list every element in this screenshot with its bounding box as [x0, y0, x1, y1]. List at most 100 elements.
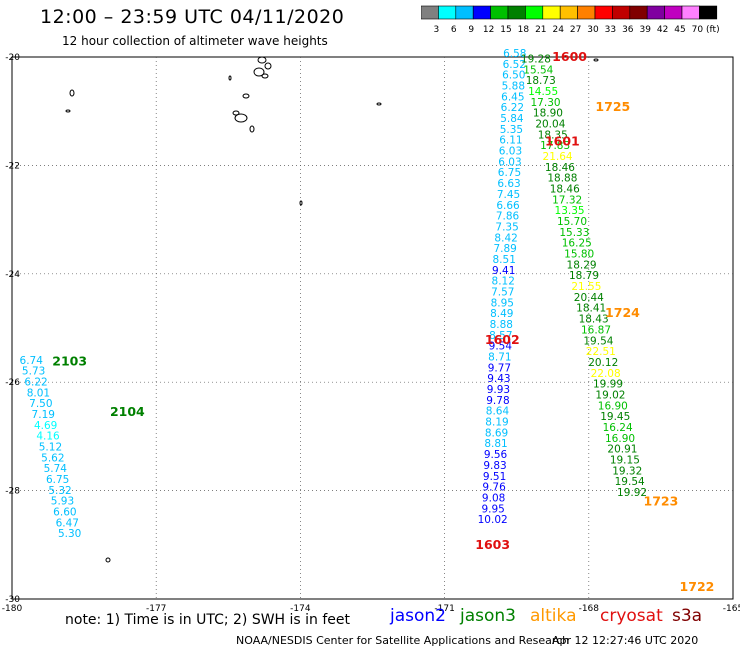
track-1: 6.745.736.228.017.507.194.694.165.125.62… [20, 354, 146, 541]
island-outline [299, 200, 303, 206]
wave-height-value: 15.70 [557, 216, 587, 228]
lat-tick-label: -22 [5, 161, 20, 171]
wave-height-value: 9.95 [481, 503, 504, 515]
island-outline [105, 557, 111, 563]
wave-height-value: 19.54 [615, 476, 645, 488]
wave-height-value: 17.32 [552, 194, 582, 206]
legend-bin-label: 30 [587, 25, 599, 35]
wave-height-value: 20.44 [574, 292, 604, 304]
legend-swatch [699, 5, 718, 20]
wave-height-value: 17.83 [540, 140, 570, 152]
wave-height-value: 5.74 [44, 463, 68, 475]
legend-bin-label: 18 [518, 25, 530, 35]
wave-height-value: 10.02 [478, 514, 508, 526]
wave-height-value: 16.90 [598, 400, 628, 412]
wave-height-value: 8.42 [494, 232, 517, 244]
sat-label-jason3: jason3 [460, 606, 516, 626]
wave-height-value: 8.71 [488, 352, 511, 364]
legend-bin-label: 27 [570, 25, 581, 35]
pass-time-label: 1723 [644, 493, 679, 508]
wave-height-value: 18.43 [579, 314, 609, 326]
legend-bin-label: 42 [657, 25, 668, 35]
wave-height-value: 18.73 [526, 75, 556, 87]
generation-timestamp: Apr 12 12:27:46 UTC 2020 [552, 634, 699, 647]
wave-height-value: 8.51 [493, 254, 516, 266]
wave-height-value: 7.57 [491, 286, 514, 298]
wave-height-value: 18.41 [576, 303, 606, 315]
lon-tick-label: -177 [146, 604, 166, 614]
wave-height-value: 6.03 [499, 146, 522, 158]
wave-height-value: 9.93 [487, 384, 510, 396]
wave-height-value: 19.54 [583, 335, 613, 347]
sat-label-jason2: jason2 [390, 606, 446, 626]
wave-height-value: 6.22 [24, 376, 47, 388]
wave-height-value: 7.45 [497, 189, 520, 201]
wave-height-value: 9.41 [492, 265, 515, 277]
legend-bin-label: 6 [451, 25, 457, 35]
wave-height-value: 5.62 [41, 452, 64, 464]
lat-tick-label: -30 [5, 595, 20, 605]
lat-tick-label: -28 [5, 487, 20, 497]
legend-bin-label: 45 [674, 25, 685, 35]
wave-height-value: 16.90 [605, 433, 635, 445]
lat-tick-label: -20 [5, 53, 20, 63]
lat-tick-label: -26 [5, 378, 20, 388]
wave-height-value: 18.35 [538, 129, 568, 141]
island-outline [69, 89, 75, 97]
legend-bin-label: 39 [639, 25, 651, 35]
wave-height-value: 22.08 [591, 368, 621, 380]
legend-bin-label: 12 [483, 25, 494, 35]
wave-height-value: 8.57 [489, 330, 512, 342]
island-outline [242, 93, 250, 99]
wave-height-value: 5.88 [502, 81, 525, 93]
wave-height-value: 18.46 [550, 184, 580, 196]
wave-height-value: 6.11 [499, 135, 522, 147]
wave-height-value: 15.80 [564, 249, 594, 261]
wave-height-value: 4.16 [36, 431, 60, 443]
pass-time-label: 2104 [110, 404, 145, 419]
credit-line: NOAA/NESDIS Center for Satellite Applica… [236, 634, 570, 647]
wave-height-value: 16.87 [581, 324, 611, 336]
wave-height-value: 5.73 [22, 366, 45, 378]
wave-height-value: 21.55 [571, 281, 601, 293]
wave-height-value: 19.92 [617, 487, 647, 499]
wave-height-value: 18.79 [569, 270, 599, 282]
wave-height-value: 8.88 [490, 319, 513, 331]
sat-label-cryosat: cryosat [600, 606, 663, 626]
wave-height-value: 19.02 [595, 389, 625, 401]
sat-label-s3a: s3a [672, 606, 703, 626]
wave-height-value: 9.76 [482, 482, 506, 494]
island-outline [264, 62, 272, 70]
island-outline [65, 109, 71, 113]
wave-height-value: 20.12 [588, 357, 618, 369]
legend-bin-label: 3 [434, 25, 440, 35]
wave-height-value: 18.29 [567, 259, 597, 271]
wave-height-value: 8.95 [491, 297, 514, 309]
wave-height-value: 16.25 [562, 238, 592, 250]
wave-height-value: 8.12 [492, 276, 515, 288]
wave-height-value: 7.19 [32, 409, 55, 421]
wave-height-value: 7.86 [496, 211, 520, 223]
wave-height-value: 5.93 [51, 496, 74, 508]
track-0: 6.586.526.505.886.456.225.845.356.116.03… [475, 48, 526, 552]
wave-height-value: 8.81 [484, 438, 507, 450]
legend-bin-label: 9 [468, 25, 474, 35]
pass-time-label: 1724 [605, 305, 640, 320]
wave-height-value: 20.04 [535, 118, 565, 130]
wave-height-value: 18.90 [533, 108, 563, 120]
wave-height-value: 6.74 [20, 355, 44, 367]
lon-tick-label: -180 [2, 604, 23, 614]
lon-tick-label: -174 [290, 604, 311, 614]
wave-height-value: 16.24 [603, 422, 633, 434]
wave-height-value: 17.30 [531, 97, 561, 109]
wave-height-value: 22.51 [586, 346, 616, 358]
wave-height-value: 8.69 [485, 427, 508, 439]
pass-time-label: 1601 [545, 134, 580, 149]
wave-height-value: 19.99 [593, 379, 623, 391]
wave-height-value: 6.60 [53, 507, 76, 519]
lon-tick-label: -165 [723, 604, 740, 614]
wave-height-value: 4.69 [34, 420, 57, 432]
wave-height-value: 9.08 [482, 492, 505, 504]
wave-height-value: 9.78 [486, 395, 509, 407]
wave-height-value: 19.28 [521, 53, 551, 65]
